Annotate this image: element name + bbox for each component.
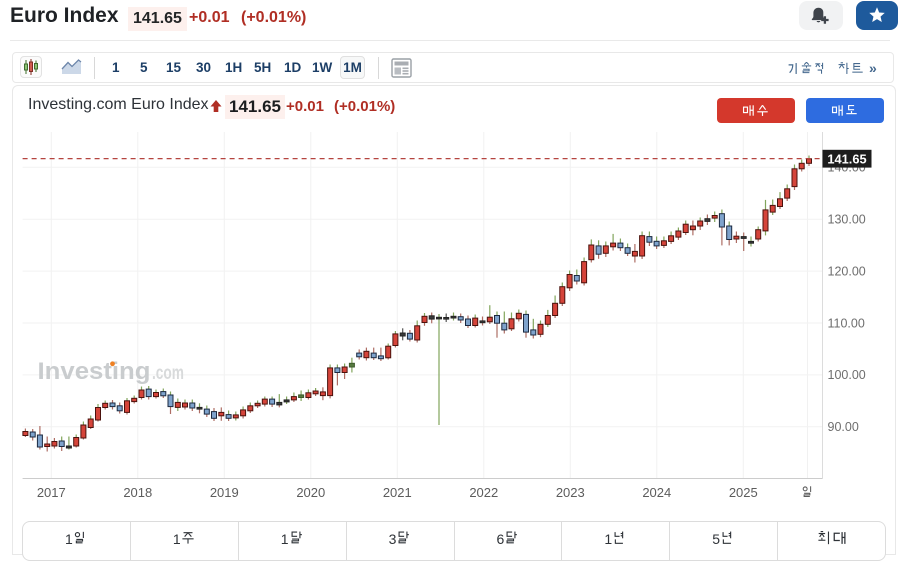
svg-text:2019: 2019 — [210, 485, 239, 500]
svg-text:130.00: 130.00 — [828, 213, 866, 227]
svg-text:2020: 2020 — [296, 485, 325, 500]
svg-text:.com: .com — [152, 363, 184, 384]
svg-text:2021: 2021 — [383, 485, 412, 500]
svg-text:110.00: 110.00 — [828, 316, 865, 330]
svg-text:2017: 2017 — [37, 485, 66, 500]
svg-text:2018: 2018 — [123, 485, 152, 500]
svg-text:2024: 2024 — [642, 485, 671, 500]
svg-text:120.00: 120.00 — [828, 264, 866, 278]
svg-text:90.00: 90.00 — [828, 420, 859, 434]
svg-text:2025: 2025 — [729, 485, 758, 500]
svg-text:Investing: Investing — [38, 358, 151, 385]
svg-text:141.65: 141.65 — [827, 152, 866, 167]
svg-text:100.00: 100.00 — [828, 368, 866, 382]
svg-text:2022: 2022 — [469, 485, 498, 500]
svg-text:2023: 2023 — [556, 485, 585, 500]
